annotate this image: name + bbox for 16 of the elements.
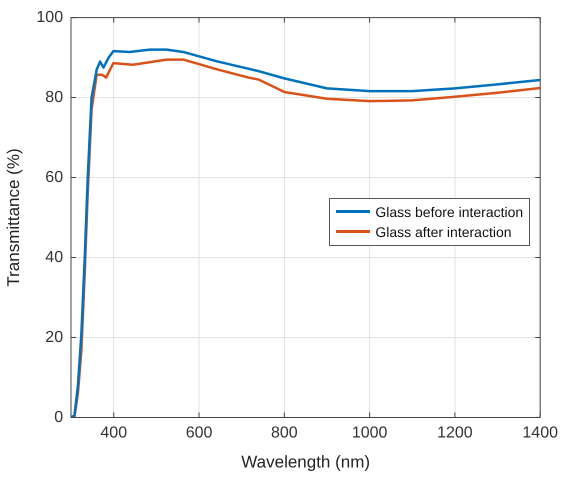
x-tick-label: 400 bbox=[100, 424, 128, 442]
y-axis-title: Transmittance (%) bbox=[4, 148, 23, 287]
y-tick-label: 80 bbox=[45, 88, 64, 106]
y-tick-label: 0 bbox=[54, 408, 64, 426]
x-tick-label: 800 bbox=[270, 424, 298, 442]
legend-label: Glass before interaction bbox=[375, 202, 524, 222]
y-tick-label: 100 bbox=[36, 9, 64, 26]
x-tick-label: 1400 bbox=[522, 424, 558, 442]
x-tick-label: 1200 bbox=[437, 424, 473, 442]
y-tick-label: 60 bbox=[45, 168, 64, 186]
x-tick-label: 600 bbox=[186, 424, 212, 442]
legend-label: Glass after interaction bbox=[375, 222, 512, 242]
y-tick-label: 40 bbox=[45, 248, 64, 266]
x-tick-label: 1000 bbox=[352, 424, 388, 442]
y-tick-label: 20 bbox=[45, 328, 64, 346]
x-axis-title: Wavelength (nm) bbox=[241, 452, 370, 472]
